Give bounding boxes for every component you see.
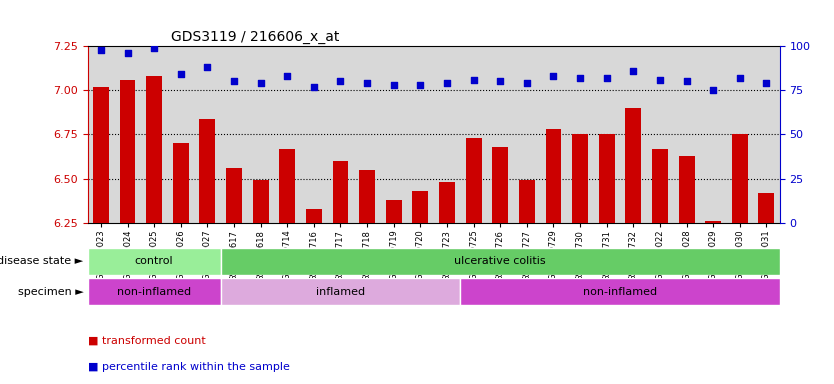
Bar [279, 149, 295, 223]
Bar [758, 193, 775, 223]
Point [174, 71, 188, 78]
Text: non-inflamed: non-inflamed [583, 287, 657, 297]
Bar [706, 221, 721, 223]
Bar [119, 79, 135, 223]
Bar [599, 134, 615, 223]
Text: disease state ►: disease state ► [0, 256, 83, 266]
Point [600, 75, 613, 81]
Text: ■ transformed count: ■ transformed count [88, 336, 205, 346]
Bar [253, 180, 269, 223]
Point [387, 82, 400, 88]
Text: GDS3119 / 216606_x_at: GDS3119 / 216606_x_at [171, 30, 339, 44]
Bar [221, 248, 780, 275]
Point [201, 64, 214, 70]
Bar [359, 170, 375, 223]
Point [467, 76, 480, 83]
Bar [306, 209, 322, 223]
Bar [93, 87, 109, 223]
Text: ■ percentile rank within the sample: ■ percentile rank within the sample [88, 362, 289, 372]
Text: control: control [135, 256, 173, 266]
Bar [88, 248, 221, 275]
Bar [88, 278, 221, 305]
Point [547, 73, 560, 79]
Bar [226, 168, 242, 223]
Point [148, 45, 161, 51]
Text: inflamed: inflamed [316, 287, 365, 297]
Point [360, 80, 374, 86]
Point [626, 68, 640, 74]
Text: non-inflamed: non-inflamed [117, 287, 191, 297]
Point [494, 78, 507, 84]
Text: specimen ►: specimen ► [18, 287, 83, 297]
Bar [652, 149, 668, 223]
Bar [679, 156, 695, 223]
Bar [460, 278, 780, 305]
Bar [465, 138, 481, 223]
Point [440, 80, 454, 86]
Point [706, 87, 720, 93]
Bar [412, 191, 429, 223]
Bar [732, 134, 748, 223]
Bar [221, 278, 460, 305]
Bar [199, 119, 215, 223]
Bar [492, 147, 508, 223]
Point [520, 80, 534, 86]
Point [574, 75, 587, 81]
Bar [519, 180, 535, 223]
Point [680, 78, 693, 84]
Bar [626, 108, 641, 223]
Bar [333, 161, 349, 223]
Point [733, 75, 746, 81]
Bar [146, 76, 162, 223]
Point [280, 73, 294, 79]
Point [653, 76, 666, 83]
Point [414, 82, 427, 88]
Point [760, 80, 773, 86]
Point [307, 84, 320, 90]
Bar [386, 200, 402, 223]
Bar [439, 182, 455, 223]
Text: ulcerative colitis: ulcerative colitis [455, 256, 546, 266]
Point [334, 78, 347, 84]
Point [94, 46, 108, 53]
Bar [545, 129, 561, 223]
Bar [572, 134, 588, 223]
Point [121, 50, 134, 56]
Point [254, 80, 267, 86]
Point [228, 78, 241, 84]
Bar [173, 143, 188, 223]
